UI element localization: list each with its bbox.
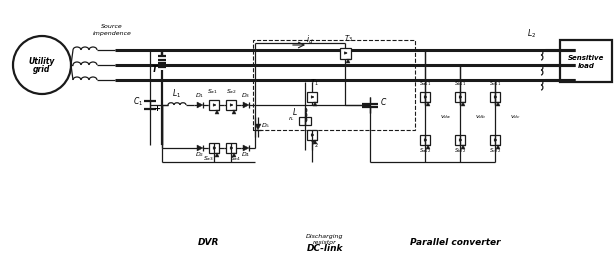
Text: +: +: [153, 104, 161, 113]
Text: Source: Source: [101, 24, 123, 29]
Text: $v_{da}$: $v_{da}$: [440, 113, 451, 121]
Bar: [455, 92, 465, 102]
Text: $C_1$: $C_1$: [133, 96, 143, 109]
Polygon shape: [215, 110, 219, 114]
Polygon shape: [215, 153, 219, 157]
Text: $S_{a2}$: $S_{a2}$: [225, 87, 237, 96]
Bar: [307, 130, 317, 140]
Text: $T_2$: $T_2$: [310, 140, 318, 150]
Text: $S_{a4}$: $S_{a4}$: [230, 154, 241, 163]
Text: $D_5$: $D_5$: [261, 121, 270, 130]
Polygon shape: [313, 140, 317, 144]
Text: DC-link: DC-link: [307, 244, 343, 253]
Text: DVR: DVR: [197, 238, 219, 247]
Text: Utility: Utility: [29, 57, 55, 66]
Text: $L$: $L$: [292, 106, 298, 117]
Bar: [299, 117, 311, 125]
Text: $S_{c11}$: $S_{c11}$: [489, 79, 501, 88]
Bar: [226, 143, 236, 153]
Text: $D_4$: $D_4$: [241, 150, 251, 159]
Polygon shape: [243, 145, 249, 151]
Bar: [307, 92, 317, 102]
Text: $S_{c22}$: $S_{c22}$: [489, 146, 501, 155]
Text: $r_L$: $r_L$: [288, 114, 294, 123]
Bar: [455, 135, 465, 145]
Bar: [209, 100, 219, 110]
Text: $S_{a11}$: $S_{a11}$: [419, 79, 431, 88]
Text: T: T: [151, 65, 157, 74]
Text: $L_1$: $L_1$: [172, 88, 182, 100]
Bar: [209, 143, 219, 153]
Polygon shape: [313, 102, 317, 106]
Polygon shape: [255, 124, 261, 130]
Circle shape: [13, 36, 71, 94]
Polygon shape: [232, 153, 236, 157]
Text: $i_d$: $i_d$: [306, 34, 314, 47]
Text: $C$: $C$: [380, 96, 387, 107]
Bar: [490, 135, 500, 145]
Text: $S_{a1}$: $S_{a1}$: [208, 87, 219, 96]
Polygon shape: [426, 145, 430, 149]
Text: Discharging: Discharging: [306, 234, 344, 239]
Text: $S_{a12}$: $S_{a12}$: [419, 146, 431, 155]
Text: $D_1$: $D_1$: [195, 91, 205, 100]
Text: $S_{a3}$: $S_{a3}$: [203, 154, 214, 163]
Polygon shape: [232, 110, 236, 114]
Text: $v_{dc}$: $v_{dc}$: [510, 113, 521, 121]
Text: $T_3$: $T_3$: [344, 34, 352, 44]
Text: $S_{b11}$: $S_{b11}$: [454, 79, 466, 88]
Text: $S_{b22}$: $S_{b22}$: [454, 146, 466, 155]
Text: $v_{db}$: $v_{db}$: [475, 113, 486, 121]
Polygon shape: [496, 145, 500, 149]
Bar: [226, 100, 236, 110]
Polygon shape: [346, 59, 350, 63]
Bar: [420, 92, 430, 102]
Text: resistor: resistor: [313, 240, 337, 245]
Text: $T_1$: $T_1$: [310, 78, 318, 88]
Text: load: load: [578, 63, 594, 69]
Polygon shape: [243, 102, 249, 108]
Polygon shape: [197, 145, 203, 151]
Polygon shape: [197, 102, 203, 108]
Polygon shape: [496, 102, 500, 106]
Bar: [490, 92, 500, 102]
Text: $D_2$: $D_2$: [195, 150, 205, 159]
Polygon shape: [426, 102, 430, 106]
Text: Parallel converter: Parallel converter: [410, 238, 500, 247]
Bar: [420, 135, 430, 145]
Polygon shape: [461, 145, 465, 149]
Text: impendence: impendence: [92, 31, 131, 36]
Polygon shape: [461, 102, 465, 106]
Text: $D_3$: $D_3$: [241, 91, 251, 100]
Bar: [253, 40, 415, 130]
Bar: [339, 48, 351, 58]
Bar: [560, 40, 612, 82]
Text: grid: grid: [33, 66, 51, 75]
Text: Sensitive: Sensitive: [568, 55, 604, 61]
Text: $L_2$: $L_2$: [527, 27, 537, 39]
